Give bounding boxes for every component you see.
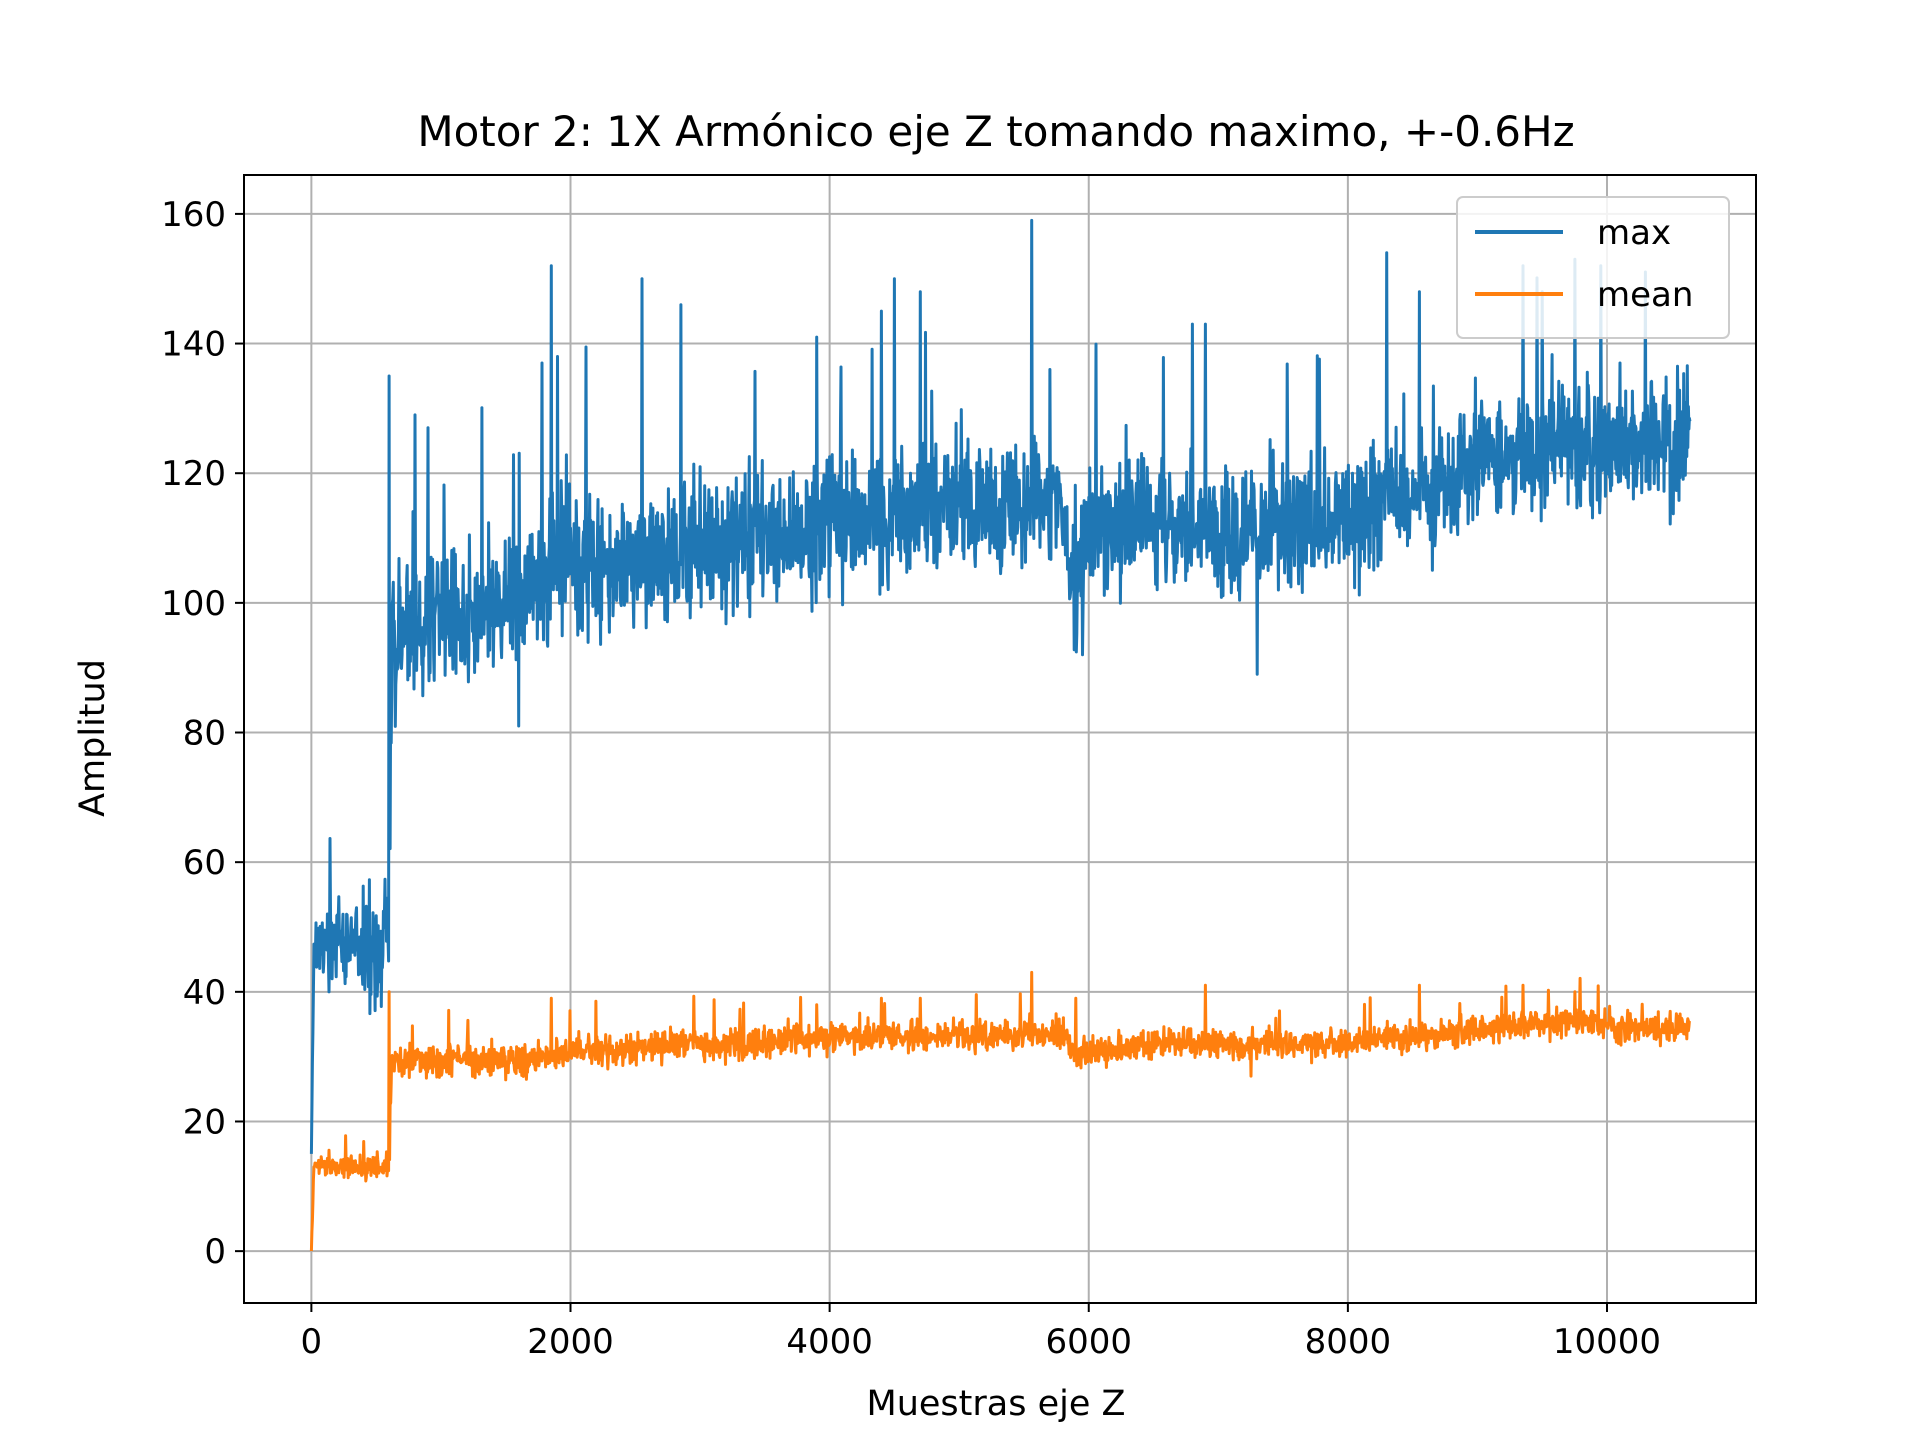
legend-box bbox=[1456, 196, 1730, 339]
y-tick-label: 0 bbox=[204, 1232, 226, 1272]
grid bbox=[244, 175, 1756, 1303]
series-line-mean bbox=[309, 970, 1691, 1252]
x-tick-label: 8000 bbox=[1305, 1322, 1392, 1362]
legend: max mean bbox=[1456, 196, 1730, 339]
x-tick-label: 2000 bbox=[527, 1322, 614, 1362]
chart-title: Motor 2: 1X Armónico eje Z tomando maxim… bbox=[417, 107, 1574, 156]
y-tick-label: 100 bbox=[161, 584, 226, 624]
legend-label-mean: mean bbox=[1597, 275, 1693, 315]
y-tick-label: 60 bbox=[183, 843, 226, 883]
y-tick-label: 140 bbox=[161, 325, 226, 365]
y-tick-label: 80 bbox=[183, 714, 226, 754]
y-tick-label: 20 bbox=[183, 1102, 226, 1142]
series-line-max bbox=[309, 218, 1692, 1154]
y-axis-title: Amplitud bbox=[73, 659, 113, 817]
ticks: 0 2000 4000 6000 8000 10000 0 20 40 60 80 100 120 140… bbox=[161, 195, 1661, 1362]
x-tick-label: 0 bbox=[301, 1322, 323, 1362]
y-tick-label: 160 bbox=[161, 195, 226, 235]
series-layer bbox=[309, 218, 1692, 1252]
y-tick-label: 120 bbox=[161, 454, 226, 494]
x-tick-label: 4000 bbox=[786, 1322, 873, 1362]
x-tick-label: 10000 bbox=[1553, 1322, 1661, 1362]
x-tick-label: 6000 bbox=[1045, 1322, 1132, 1362]
x-axis-title: Muestras eje Z bbox=[867, 1384, 1126, 1424]
plot-frame bbox=[243, 174, 1757, 1304]
y-tick-label: 40 bbox=[183, 973, 226, 1013]
legend-label-max: max bbox=[1597, 213, 1671, 253]
